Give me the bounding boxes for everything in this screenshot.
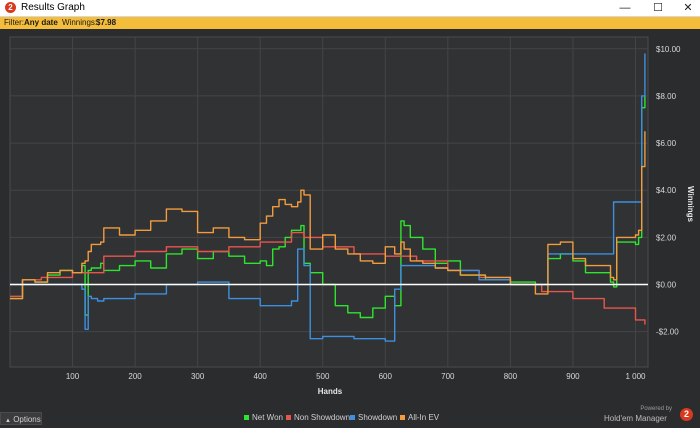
maximize-icon[interactable]: ☐ [653, 2, 663, 14]
x-axis-ticks: 100 200 300 400 500 600 700 800 900 1 000 [66, 372, 646, 381]
window-titlebar: 2 Results Graph — ☐ ✕ [0, 0, 700, 17]
legend-swatch [244, 415, 249, 421]
x-tick-label: 800 [504, 372, 518, 381]
y-tick-label: $2.00 [656, 233, 677, 242]
winnings-value: $7.98 [96, 18, 117, 27]
legend-allin-ev[interactable]: All-In EV [400, 413, 439, 423]
brand-name: Hold'em Manager [604, 414, 667, 423]
hm2-logo-icon: 2 [5, 2, 16, 13]
plot-area [9, 36, 649, 368]
chart-series [10, 53, 648, 342]
winnings-label: Winnings: [62, 18, 98, 27]
y-tick-label: $4.00 [656, 186, 677, 195]
y-tick-label: -$2.00 [656, 328, 679, 337]
legend-label: Non Showdown [294, 413, 351, 422]
caret-up-icon: ▲ [5, 418, 11, 424]
y-tick-label: $0.00 [656, 281, 677, 290]
legend-label: Showdown [358, 413, 398, 422]
legend-net-won[interactable]: Net Won [244, 413, 283, 423]
filter-prefix: Filter: [4, 18, 24, 27]
powered-by-text: Powered by [640, 406, 672, 412]
results-chart-svg: 100 200 300 400 500 600 700 800 900 1 000 $10.00$… [9, 36, 695, 396]
legend-swatch [400, 415, 405, 421]
hm2-brand-logo-icon: 2 [680, 408, 693, 421]
series-line-net-won [10, 95, 646, 319]
legend-swatch [286, 415, 291, 421]
y-tick-label: $8.00 [656, 92, 677, 101]
x-tick-label: 600 [379, 372, 393, 381]
legend-non-showdown[interactable]: Non Showdown [286, 413, 350, 423]
x-tick-label: 500 [316, 372, 330, 381]
legend-label: All-In EV [408, 413, 440, 422]
window-title: Results Graph [21, 2, 85, 13]
series-line-all-in-ev [10, 131, 646, 300]
y-tick-label: $6.00 [656, 139, 677, 148]
legend-swatch [350, 415, 355, 421]
close-icon[interactable]: ✕ [683, 2, 693, 14]
options-button[interactable]: ▲ Options [0, 412, 42, 425]
filter-value: Any date [24, 18, 58, 27]
x-tick-label: 700 [441, 372, 455, 381]
y-axis-label: Winnings [686, 186, 695, 222]
results-graph: 100 200 300 400 500 600 700 800 900 1 000 $10.00 $… [0, 29, 700, 409]
legend-label: Net Won [252, 413, 283, 422]
x-tick-label: 400 [254, 372, 268, 381]
series-line-showdown [10, 53, 646, 342]
options-label: Options [13, 415, 41, 424]
filter-bar: Filter: Any date Winnings: $7.98 [0, 17, 700, 29]
chart-grid [9, 36, 649, 368]
x-tick-label: 200 [128, 372, 142, 381]
legend-showdown[interactable]: Showdown [350, 413, 397, 423]
minimize-icon[interactable]: — [619, 2, 631, 14]
x-tick-label: 900 [566, 372, 580, 381]
y-tick-label: $10.00 [656, 45, 681, 54]
x-tick-label: 100 [66, 372, 80, 381]
y-axis-ticks: $10.00 $8.00 $6.00 $4.00 $2.00 $0.00 -$2.00 [656, 45, 681, 337]
x-tick-label: 300 [191, 372, 205, 381]
x-axis-label: Hands [318, 387, 343, 396]
x-tick-label: 1 000 [625, 372, 646, 381]
